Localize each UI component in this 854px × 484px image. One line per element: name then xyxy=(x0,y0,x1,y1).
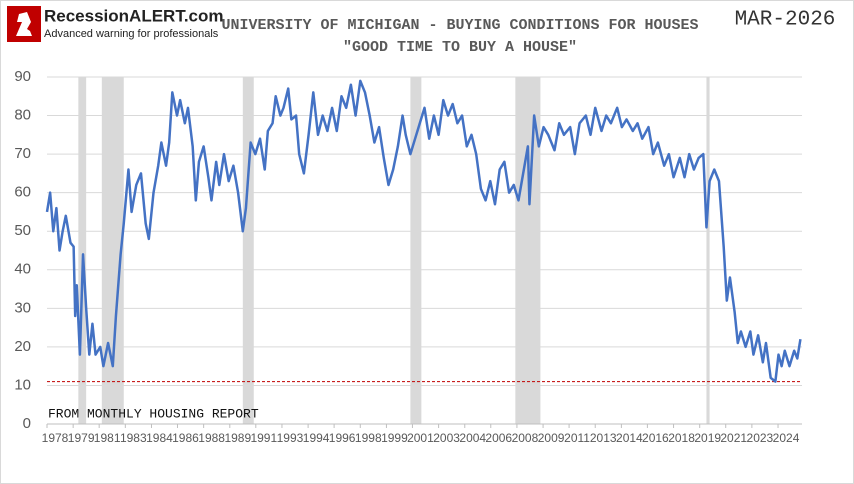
x-tick-label: 1986 xyxy=(172,431,199,445)
x-tick-label: 1984 xyxy=(146,431,173,445)
logo: RecessionALERT.com Advanced warning for … xyxy=(7,6,224,42)
x-tick-label: 2021 xyxy=(720,431,747,445)
x-tick-label: 2019 xyxy=(694,431,721,445)
x-tick-label: 1988 xyxy=(198,431,225,445)
x-tick-label: 2009 xyxy=(538,431,565,445)
x-tick-label: 2016 xyxy=(642,431,669,445)
x-tick-label: 1991 xyxy=(250,431,277,445)
x-tick-label: 1998 xyxy=(355,431,382,445)
x-tick-label: 2024 xyxy=(773,431,800,445)
y-tick-label: 20 xyxy=(14,338,31,355)
y-tick-label: 0 xyxy=(23,415,31,432)
x-tick-label: 1994 xyxy=(303,431,330,445)
y-tick-label: 50 xyxy=(14,222,31,239)
x-tick-label: 2014 xyxy=(616,431,643,445)
y-tick-label: 70 xyxy=(14,145,31,162)
chart-title: UNIVERSITY OF MICHIGAN - BUYING CONDITIO… xyxy=(221,17,698,34)
logo-tagline: Advanced warning for professionals xyxy=(44,28,219,40)
x-tick-label: 2008 xyxy=(512,431,539,445)
x-tick-label: 1978 xyxy=(42,431,69,445)
x-tick-label: 1983 xyxy=(120,431,147,445)
chart-subtitle: "GOOD TIME TO BUY A HOUSE" xyxy=(343,39,577,56)
logo-name: RecessionALERT.com xyxy=(44,6,224,25)
x-tick-label: 2006 xyxy=(485,431,512,445)
x-tick-label: 2004 xyxy=(459,431,486,445)
x-tick-label: 1996 xyxy=(329,431,356,445)
shaded-range xyxy=(101,77,124,424)
y-tick-label: 80 xyxy=(14,107,31,124)
x-tick-label: 2018 xyxy=(668,431,695,445)
shaded-range xyxy=(706,77,710,424)
y-tick-label: 40 xyxy=(14,261,31,278)
x-tick-label: 1981 xyxy=(94,431,121,445)
x-tick-label: 1993 xyxy=(277,431,304,445)
x-tick-label: 2011 xyxy=(564,431,590,445)
annotation: FROM MONTHLY HOUSING REPORT xyxy=(48,406,259,421)
x-tick-label: 1989 xyxy=(224,431,251,445)
y-tick-label: 60 xyxy=(14,184,31,201)
x-tick-label: 2001 xyxy=(407,431,434,445)
y-tick-label: 10 xyxy=(14,376,31,393)
date-label: MAR-2026 xyxy=(735,9,836,32)
shaded-range xyxy=(410,77,422,424)
logo-knight xyxy=(16,12,32,36)
shaded-range xyxy=(242,77,254,424)
shaded-range xyxy=(78,77,87,424)
x-tick-label: 2013 xyxy=(590,431,617,445)
y-tick-label: 30 xyxy=(14,299,31,316)
x-tick-label: 1999 xyxy=(381,431,408,445)
x-tick-label: 2023 xyxy=(747,431,774,445)
x-tick-label: 1979 xyxy=(68,431,95,445)
y-tick-label: 90 xyxy=(14,68,31,85)
data-line xyxy=(45,79,802,383)
x-tick-label: 2003 xyxy=(433,431,460,445)
